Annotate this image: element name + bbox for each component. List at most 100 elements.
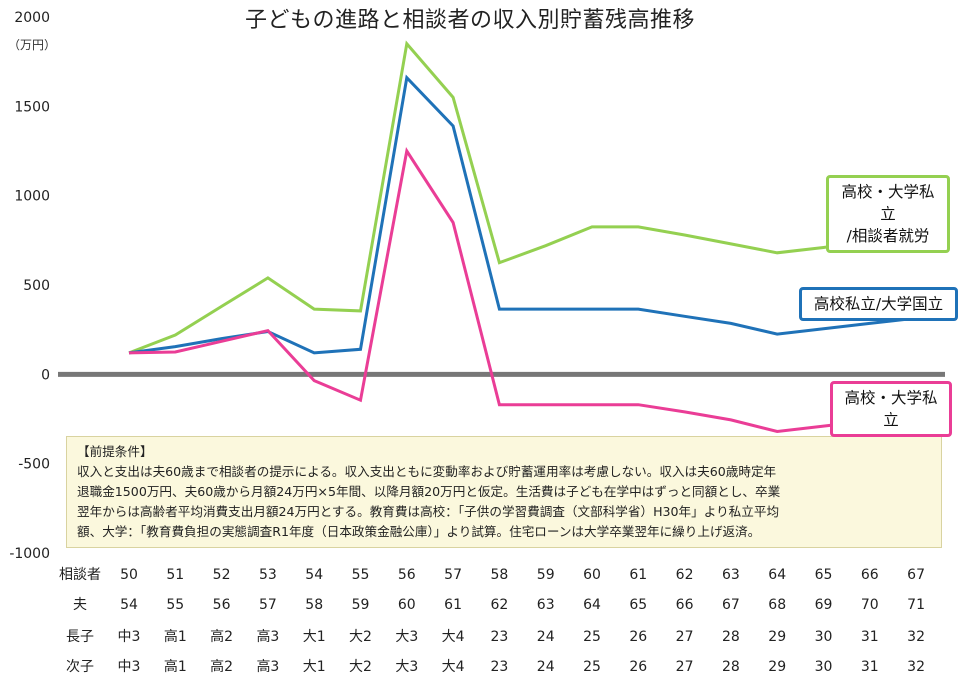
y-axis-unit: （万円） (8, 38, 57, 52)
table-cell: 大1 (303, 659, 326, 675)
table-cell: 63 (722, 567, 740, 583)
series-line-0 (128, 40, 917, 355)
table-cell: 55 (166, 597, 184, 613)
premise-line: 退職金1500万円、夫60歳から月額24万円×5年間、以降月額20万円と仮定。生… (77, 484, 781, 499)
table-cell: 57 (259, 597, 277, 613)
table-cell: 大1 (303, 629, 326, 645)
table-cell: 26 (629, 629, 647, 645)
chart-title: 子どもの進路と相談者の収入別貯蓄残高推移 (200, 2, 740, 34)
y-axis: 2000 1500 1000 500 0 -500 -1000 (9, 10, 50, 562)
table-cell: 61 (629, 567, 647, 583)
premise-line: 額、大学：「教育費負担の実態調査R1年度（日本政策金融公庫）」より試算。住宅ロー… (77, 524, 761, 539)
table-cell: 32 (907, 659, 925, 675)
table-cell: 65 (629, 597, 647, 613)
table-cell: 66 (861, 567, 879, 583)
legend-green-line2: /相談者就労 (846, 227, 930, 245)
table-cell: 26 (629, 659, 647, 675)
table-cell: 28 (722, 629, 740, 645)
table-cell: 高2 (210, 658, 233, 675)
y-tick-label: -500 (18, 457, 50, 473)
series-layer (128, 40, 917, 434)
table-cell: 23 (490, 629, 508, 645)
table-cell: 50 (120, 567, 138, 583)
y-tick-label: 0 (41, 367, 50, 383)
table-cell: 中3 (118, 629, 141, 645)
table-cell: 32 (907, 629, 925, 645)
table-cell: 56 (213, 597, 231, 613)
table-cell: 24 (537, 629, 555, 645)
table-cell: 大4 (442, 659, 465, 675)
table-cell: 56 (398, 567, 416, 583)
table-cell: 高2 (210, 628, 233, 645)
table-cell: 大3 (395, 629, 418, 645)
table-cell: 64 (583, 597, 601, 613)
premise-line: 翌年からは高齢者平均消費支出月額24万円とする。教育費は高校：「子供の学習費調査… (77, 504, 780, 519)
table-row-label: 相談者 (59, 567, 101, 583)
table-cell: 63 (537, 597, 555, 613)
table-cell: 58 (490, 567, 508, 583)
table-cell: 27 (676, 629, 694, 645)
table-cell: 高3 (256, 658, 279, 675)
table-cell: 31 (861, 659, 879, 675)
table-cell: 29 (768, 659, 786, 675)
table-cell: 高1 (164, 628, 187, 645)
table-cell: 69 (815, 597, 833, 613)
table-cell: 25 (583, 659, 601, 675)
table-cell: 66 (676, 597, 694, 613)
table-cell: 29 (768, 629, 786, 645)
table-cell: 中3 (118, 659, 141, 675)
table-cell: 31 (861, 629, 879, 645)
table-cell: 62 (676, 567, 694, 583)
table-cell: 大2 (349, 659, 372, 675)
table-cell: 54 (305, 567, 323, 583)
table-cell: 30 (815, 659, 833, 675)
legend-blue: 高校私立/大学国立 (799, 287, 958, 321)
table-cell: 61 (444, 597, 462, 613)
table-cell: 70 (861, 597, 879, 613)
premise-heading: 【前提条件】 (77, 444, 153, 459)
premise-box: 【前提条件】 収入と支出は夫60歳まで相談者の提示による。収入支出ともに変動率お… (66, 436, 942, 548)
table-cell: 60 (583, 567, 601, 583)
table-cell: 65 (815, 567, 833, 583)
premise-line: 収入と支出は夫60歳まで相談者の提示による。収入支出ともに変動率および貯蓄運用率… (77, 464, 777, 479)
table-cell: 51 (166, 567, 184, 583)
y-tick-label: -1000 (9, 546, 50, 562)
table-cell: 58 (305, 597, 323, 613)
table-cell: 67 (722, 597, 740, 613)
table-cell: 55 (352, 567, 370, 583)
y-tick-label: 2000 (14, 10, 50, 26)
legend-pink-line1: 高校・大学私立 (844, 389, 938, 429)
legend-pink: 高校・大学私立 (830, 381, 952, 437)
table-cell: 30 (815, 629, 833, 645)
table-cell: 52 (213, 567, 231, 583)
legend-blue-line1: 高校私立/大学国立 (813, 295, 944, 313)
table-cell: 71 (907, 597, 925, 613)
table-cell: 大3 (395, 659, 418, 675)
y-tick-label: 500 (23, 278, 50, 294)
table-cell: 27 (676, 659, 694, 675)
table-cell: 62 (490, 597, 508, 613)
table-cell: 28 (722, 659, 740, 675)
table-cell: 53 (259, 567, 277, 583)
table-cell: 64 (768, 567, 786, 583)
table-cell: 57 (444, 567, 462, 583)
series-line-2 (128, 147, 917, 434)
y-tick-label: 1000 (14, 189, 50, 205)
table-row-label: 長子 (66, 629, 94, 645)
legend-green: 高校・大学私立 /相談者就労 (826, 175, 950, 253)
table-cell: 大4 (442, 629, 465, 645)
table-cell: 高1 (164, 658, 187, 675)
table-cell: 59 (537, 567, 555, 583)
y-tick-label: 1500 (14, 99, 50, 115)
table-cell: 60 (398, 597, 416, 613)
table-cell: 23 (490, 659, 508, 675)
table-cell: 24 (537, 659, 555, 675)
legend-green-line1: 高校・大学私立 (841, 183, 935, 223)
table-cell: 59 (352, 597, 370, 613)
table-cell: 54 (120, 597, 138, 613)
table-cell: 68 (768, 597, 786, 613)
table-row-label: 夫 (73, 597, 87, 613)
table-cell: 25 (583, 629, 601, 645)
table-cell: 大2 (349, 629, 372, 645)
